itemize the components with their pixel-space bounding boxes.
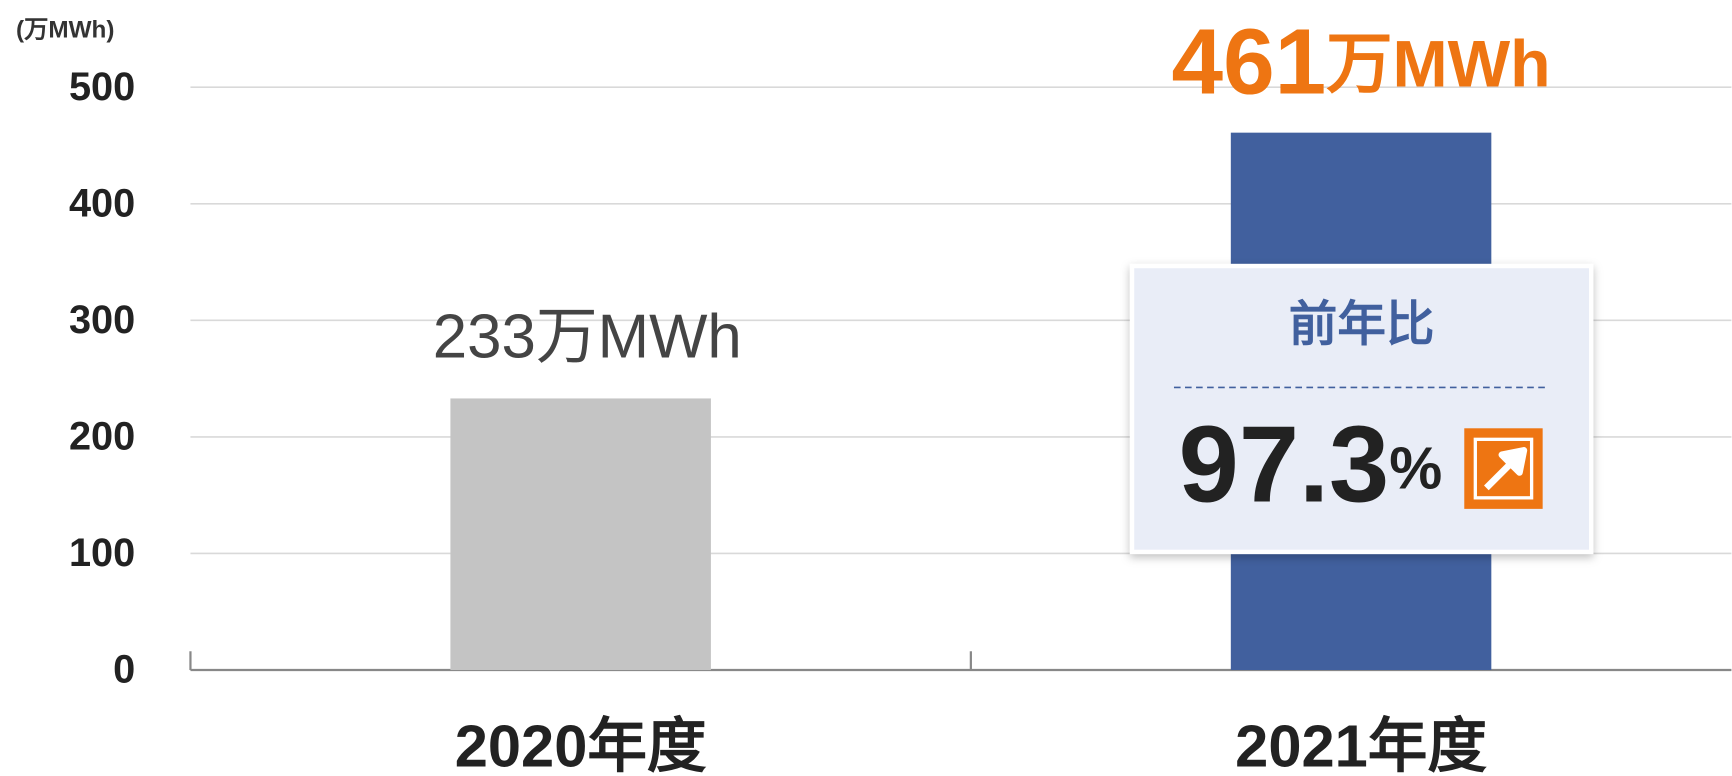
y-tick-label: 300 <box>69 298 135 342</box>
callout-number: 97.3 <box>1179 403 1390 524</box>
y-tick-label: 400 <box>69 181 135 225</box>
y-tick-label: 200 <box>69 415 135 459</box>
callout-value: 97.3% <box>1179 403 1443 524</box>
value-label: 461万MWh <box>1172 9 1551 113</box>
value-label: 233万MWh <box>433 302 742 371</box>
y-tick-label: 500 <box>69 65 135 109</box>
callout: 前年比 97.3% <box>1129 263 1594 555</box>
up-icon-arrow <box>1484 447 1528 491</box>
y-tick-label: 0 <box>113 648 135 692</box>
value-label-number: 461 <box>1172 9 1327 113</box>
x-tick-label: 2020年度 <box>455 712 707 776</box>
value-label-unit: 万MWh <box>1326 27 1550 101</box>
callout-label: 前年比 <box>1289 298 1435 352</box>
x-tick-label: 2021年度 <box>1235 712 1487 776</box>
up-icon-inner <box>1473 437 1534 500</box>
y-axis-label: (万MWh) <box>16 16 114 43</box>
callout-unit: % <box>1389 434 1442 501</box>
bar <box>450 398 711 671</box>
y-tick-label: 100 <box>69 531 135 575</box>
